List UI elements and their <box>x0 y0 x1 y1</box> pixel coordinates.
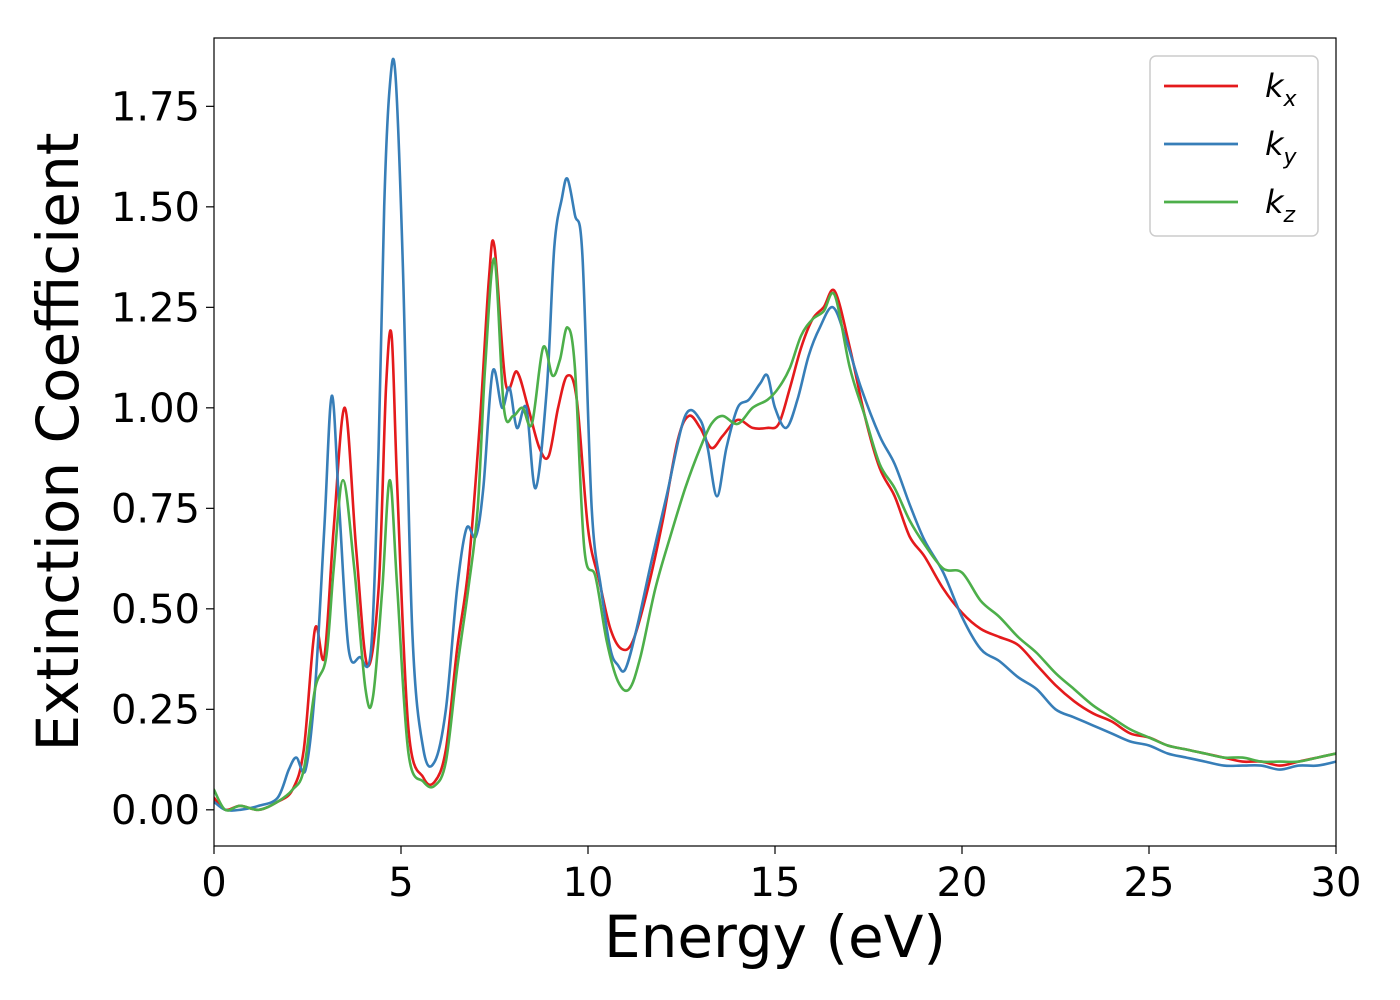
legend-label-y: ky <box>1265 125 1298 170</box>
x-axis-title: Energy (eV) <box>604 903 946 971</box>
y-tick-label: 0.00 <box>111 788 200 834</box>
x-tick-label: 15 <box>750 860 801 906</box>
plot-area <box>214 57 1336 812</box>
y-tick-label: 1.75 <box>111 84 200 130</box>
y-tick-label: 1.25 <box>111 285 200 331</box>
x-tick-label: 30 <box>1311 860 1362 906</box>
y-axis-ticks: 0.00 0.25 0.50 0.75 1.00 1.25 1.50 1.75 <box>111 84 214 834</box>
x-tick-label: 5 <box>388 860 413 906</box>
series-layer <box>214 57 1336 812</box>
legend-label-base: k <box>1265 125 1285 163</box>
legend-label-subscript: z <box>1283 203 1296 228</box>
legend-label-x: kx <box>1265 67 1298 112</box>
legend-label-base: k <box>1265 67 1285 105</box>
y-tick-label: 0.75 <box>111 486 200 532</box>
series-line-x <box>214 239 1336 812</box>
y-tick-label: 1.00 <box>111 386 200 432</box>
x-axis-ticks: 0 5 10 15 20 25 30 <box>201 846 1361 906</box>
x-tick-label: 10 <box>563 860 614 906</box>
y-tick-label: 1.50 <box>111 185 200 231</box>
legend-label-z: kz <box>1265 183 1296 228</box>
x-tick-label: 0 <box>201 860 226 906</box>
x-tick-label: 20 <box>937 860 988 906</box>
series-line-y <box>214 57 1336 812</box>
series-line-z <box>214 257 1336 812</box>
y-axis-title: Extinction Coefficient <box>24 133 92 752</box>
y-tick-label: 0.25 <box>111 687 200 733</box>
legend-label-base: k <box>1265 183 1285 221</box>
legend-label-subscript: y <box>1283 145 1298 170</box>
x-tick-label: 25 <box>1124 860 1175 906</box>
y-tick-label: 0.50 <box>111 587 200 633</box>
legend-label-subscript: x <box>1283 87 1298 112</box>
legend-box <box>1149 55 1319 237</box>
